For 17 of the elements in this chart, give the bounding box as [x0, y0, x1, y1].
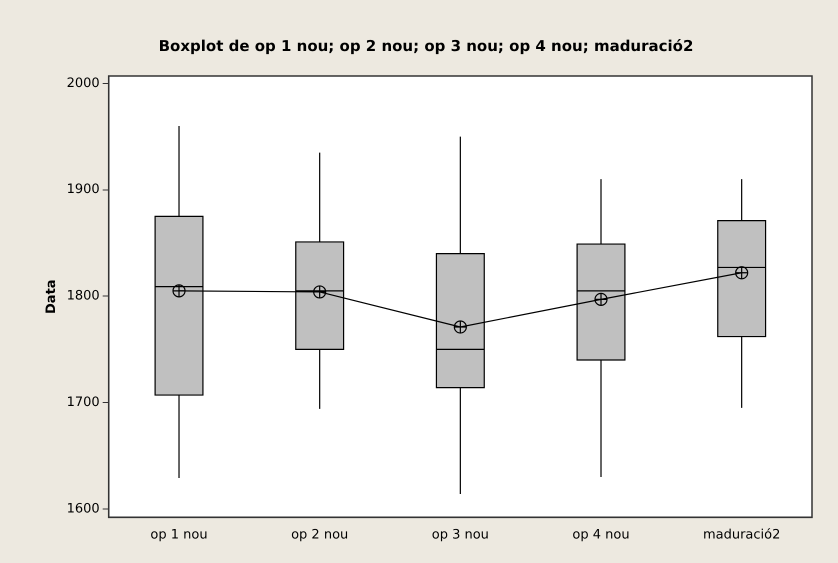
x-tick-label: op 2 nou	[291, 528, 348, 543]
y-tick-label: 2000	[66, 76, 100, 91]
y-tick-label: 1900	[66, 182, 100, 198]
x-tick-label: op 1 nou	[150, 528, 208, 543]
point	[172, 284, 186, 298]
point	[735, 266, 748, 280]
point	[454, 320, 467, 334]
point	[594, 292, 608, 306]
x-tick-label: op 3 nou	[432, 528, 489, 543]
x-tick-label: op 4 nou	[572, 528, 630, 543]
y-tick-label: 1600	[66, 501, 100, 516]
y-tick-label: 1800	[66, 288, 100, 304]
x-tick-label: maduració2	[702, 528, 780, 543]
chart-title: Boxplot de op 1 nou; op 2 nou; op 3 nou; op 4 nou; maduració2	[158, 36, 694, 55]
point	[313, 285, 326, 299]
y-tick-label: 1700	[66, 394, 100, 410]
y-axis-title: Data	[44, 279, 60, 314]
